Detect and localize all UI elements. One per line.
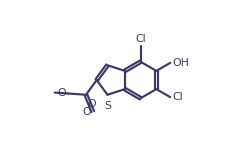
Text: O: O	[82, 107, 90, 117]
Text: Cl: Cl	[135, 34, 145, 44]
Text: OH: OH	[172, 58, 189, 68]
Text: Cl: Cl	[172, 92, 182, 102]
Text: S: S	[104, 101, 110, 111]
Text: O: O	[87, 100, 96, 109]
Text: O: O	[57, 88, 66, 99]
